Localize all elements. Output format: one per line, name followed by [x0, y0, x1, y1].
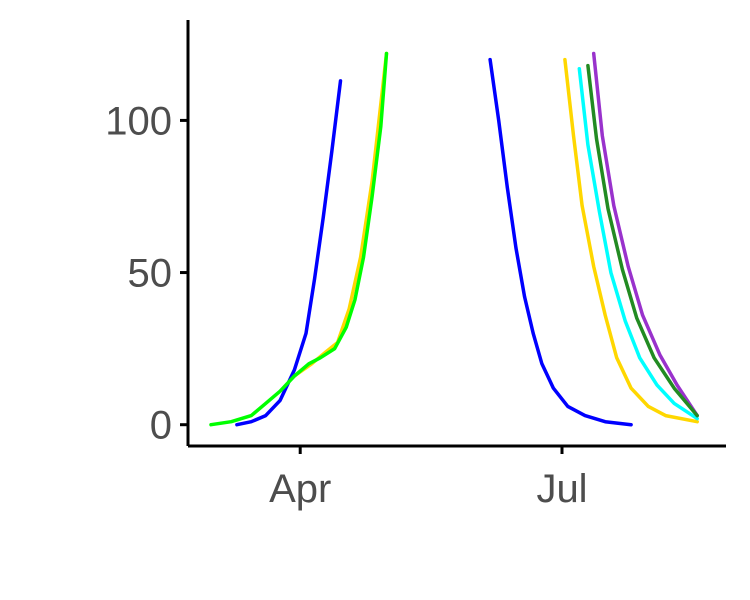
series-0-line-1 — [488, 57, 633, 427]
y-axis-ticks: 0 50 100 — [105, 99, 188, 448]
series-layer — [209, 51, 699, 427]
y-tick-label: 100 — [105, 99, 172, 143]
series-1-line-1 — [563, 57, 699, 424]
x-axis-ticks: Apr Jul — [269, 446, 588, 511]
x-tick-label: Apr — [269, 467, 331, 511]
series-2-line-0 — [577, 66, 699, 421]
series-5-line-0 — [209, 51, 389, 427]
series-3-line-0 — [591, 51, 699, 418]
y-tick-label: 50 — [128, 252, 173, 296]
y-tick-label: 0 — [150, 404, 172, 448]
x-tick-label: Jul — [536, 467, 587, 511]
series-4-line-0 — [586, 63, 699, 418]
series-0-line-0 — [235, 79, 343, 427]
